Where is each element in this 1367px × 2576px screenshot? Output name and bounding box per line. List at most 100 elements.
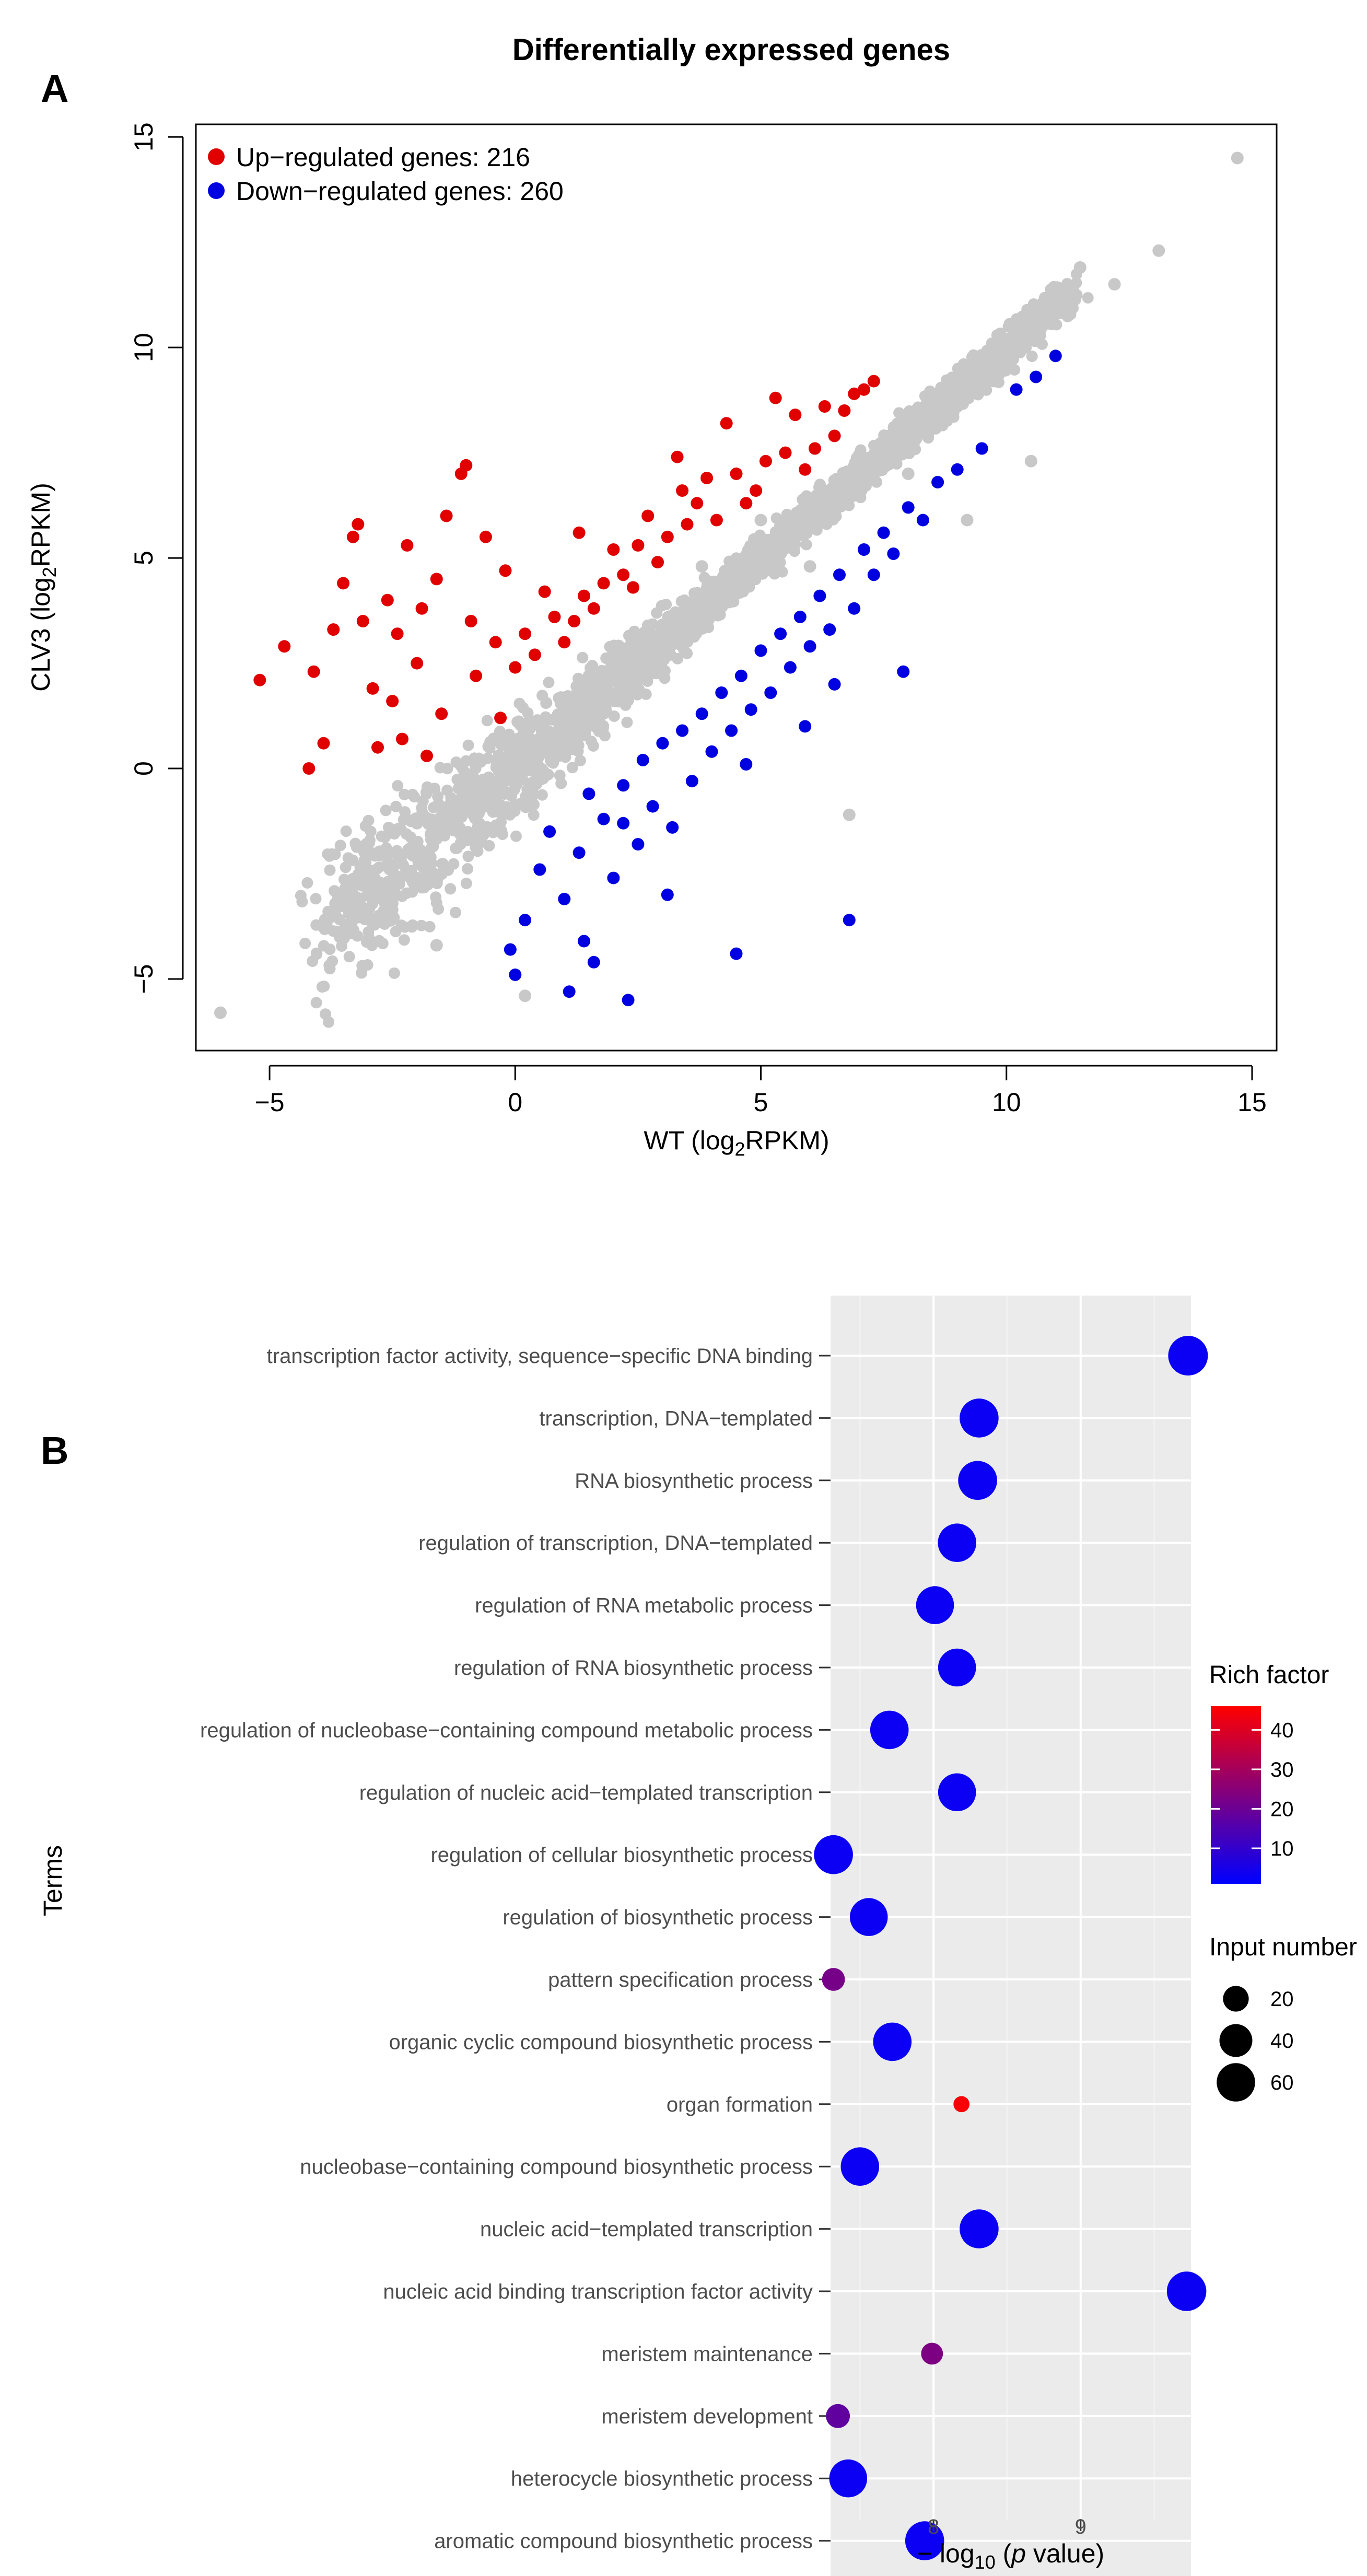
unchanged-gene-point	[441, 784, 453, 796]
input-number-key-label: 40	[1270, 2030, 1294, 2053]
unchanged-gene-point	[688, 610, 700, 622]
down-regulated-point	[975, 442, 988, 455]
up-regulated-point	[519, 627, 532, 640]
unchanged-gene-point	[855, 444, 867, 456]
term-label: organic cyclic compound biosynthetic pro…	[389, 2031, 813, 2054]
unchanged-gene-point	[513, 697, 525, 709]
term-dot	[1166, 2271, 1207, 2311]
input-number-key-label: 20	[1270, 1988, 1294, 2011]
unchanged-gene-point	[661, 636, 673, 648]
unchanged-gene-point	[358, 846, 370, 858]
up-regulated-point	[317, 737, 330, 750]
unchanged-gene-point	[509, 805, 521, 817]
unchanged-gene-point	[566, 762, 578, 774]
unchanged-gene-point	[327, 925, 339, 937]
term-dot	[849, 1898, 888, 1936]
unchanged-gene-point	[646, 660, 658, 672]
unchanged-gene-point	[803, 560, 816, 573]
up-regulated-point	[548, 610, 561, 623]
term-dot	[1168, 1336, 1208, 1376]
term-dot	[814, 1835, 853, 1874]
unchanged-gene-point	[390, 800, 402, 812]
term-dot	[958, 1461, 997, 1500]
up-regulated-point	[371, 741, 384, 754]
unchanged-gene-point	[876, 451, 888, 463]
down-regulated-point	[656, 737, 669, 750]
up-regulated-point	[641, 509, 655, 522]
unchanged-gene-point	[417, 861, 429, 873]
unchanged-gene-point	[431, 878, 443, 889]
up-regulated-point	[587, 602, 600, 615]
unchanged-gene-point	[921, 430, 933, 442]
unchanged-gene-point	[802, 494, 813, 506]
up-regulated-point	[681, 518, 694, 531]
unchanged-gene-point	[543, 677, 555, 689]
down-regulated-point	[799, 720, 812, 733]
unchanged-gene-point	[1056, 294, 1068, 306]
unchanged-gene-point	[541, 697, 553, 709]
down-regulated-point	[951, 463, 964, 476]
unchanged-gene-point	[546, 739, 558, 751]
down-regulated-point	[558, 892, 571, 905]
unchanged-gene-point	[406, 877, 418, 888]
up-regulated-point	[838, 404, 851, 417]
unchanged-gene-point	[890, 444, 902, 456]
term-label: aromatic compound biosynthetic process	[434, 2530, 813, 2553]
unchanged-gene-point	[474, 792, 486, 804]
rich-factor-legend-title: Rich factor	[1209, 1661, 1329, 1689]
down-regulated-point	[730, 947, 743, 960]
unchanged-gene-point	[735, 560, 747, 572]
unchanged-gene-point	[469, 804, 481, 816]
up-regulated-point	[627, 581, 639, 594]
x-tick-label: −5	[255, 1088, 285, 1117]
dotplot-x-axis-label: − log10 (p value)	[917, 2539, 1104, 2573]
unchanged-gene-point	[754, 514, 767, 527]
up-regulated-point	[799, 463, 812, 476]
down-regulated-point	[764, 686, 777, 699]
unchanged-gene-point	[383, 821, 394, 833]
unchanged-gene-point	[741, 572, 753, 584]
unchanged-gene-point	[385, 915, 396, 927]
unchanged-gene-point	[943, 374, 955, 386]
up-regulated-point	[848, 387, 861, 400]
up-regulated-point	[568, 615, 581, 627]
term-label: nucleic acid binding transcription facto…	[383, 2280, 813, 2303]
unchanged-gene-point	[406, 886, 418, 898]
rich-factor-colorbar	[1211, 1706, 1261, 1884]
unchanged-gene-point	[665, 620, 677, 632]
unchanged-gene-point	[387, 904, 399, 916]
unchanged-gene-point	[939, 388, 951, 400]
unchanged-gene-point	[1108, 278, 1121, 291]
unchanged-gene-point	[965, 380, 977, 392]
unchanged-gene-point	[340, 861, 352, 873]
unchanged-gene-point	[1061, 311, 1073, 323]
unchanged-gene-point	[343, 951, 355, 963]
term-dot	[921, 2342, 943, 2365]
unchanged-gene-point	[559, 751, 571, 763]
unchanged-gene-point	[435, 867, 448, 880]
up-regulated-point	[759, 454, 772, 468]
unchanged-gene-point	[902, 467, 915, 480]
down-regulated-point	[867, 568, 880, 581]
unchanged-gene-point	[519, 989, 532, 1003]
unchanged-gene-point	[1067, 302, 1079, 314]
unchanged-gene-point	[382, 848, 394, 860]
input-number-key	[1217, 2063, 1255, 2102]
unchanged-gene-point	[576, 715, 588, 726]
unchanged-gene-point	[630, 634, 642, 645]
unchanged-gene-point	[564, 706, 576, 718]
down-regulated-point	[858, 543, 870, 556]
unchanged-gene-point	[320, 1008, 331, 1020]
up-regulated-point	[440, 509, 453, 522]
down-regulated-point	[877, 526, 890, 539]
unchanged-gene-point	[398, 934, 410, 946]
unchanged-gene-point	[854, 452, 866, 464]
unchanged-gene-point	[214, 1006, 227, 1019]
unchanged-gene-point	[363, 877, 375, 889]
unchanged-gene-point	[380, 805, 392, 817]
scatter-x-axis-label: WT (log2RPKM)	[644, 1126, 829, 1160]
up-regulated-point	[396, 732, 408, 745]
unchanged-gene-point	[1048, 281, 1060, 293]
down-regulated-point	[887, 547, 900, 560]
unchanged-gene-point	[490, 805, 503, 817]
